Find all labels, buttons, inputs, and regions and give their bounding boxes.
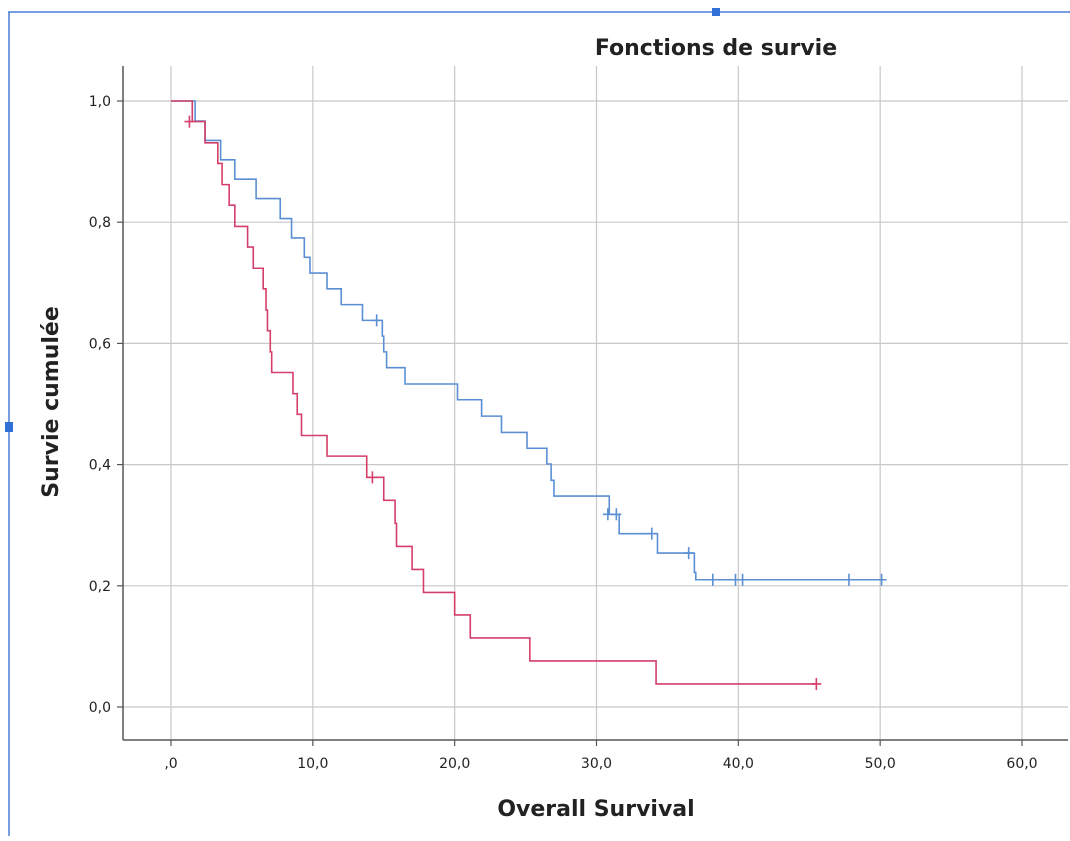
y-tick-label-2: 0,4: [89, 458, 111, 474]
series-0-censor-mark-1: [602, 508, 613, 521]
series-0-censor-mark-8: [843, 573, 854, 586]
series-0-censor-mark-7: [737, 573, 748, 586]
series-1-censor-mark-1: [367, 471, 378, 484]
y-axis-title: Survie cumulée: [39, 306, 64, 498]
x-tick-label-1: 10,0: [297, 756, 328, 772]
x-tick-label-3: 30,0: [581, 756, 612, 772]
series-lines: [171, 100, 887, 690]
frame-resize-handle-left[interactable]: [5, 422, 13, 432]
x-tick-label-2: 20,0: [439, 756, 470, 772]
series-1-censor-mark-0: [184, 115, 195, 128]
series-0-line: [171, 100, 884, 581]
series-1-censor-mark-2: [811, 677, 822, 690]
series-1-line: [171, 100, 817, 685]
chart-title: Fonctions de survie: [595, 36, 837, 61]
series-0-censor-mark-9: [876, 573, 887, 586]
series-0-censor-mark-3: [646, 527, 657, 540]
grid: [123, 66, 1068, 740]
x-tick-label-4: 40,0: [723, 756, 754, 772]
series-0-censor-mark-5: [707, 573, 718, 586]
x-axis-title: Overall Survival: [497, 797, 694, 822]
y-tick-label-5: 1,0: [89, 94, 111, 110]
y-tick-label-1: 0,2: [89, 579, 111, 595]
series-0-censor-mark-0: [371, 314, 382, 327]
series-0-censor-mark-2: [611, 508, 622, 521]
frame-resize-handle-top[interactable]: [712, 8, 720, 16]
x-tick-label-0: ,0: [164, 756, 177, 772]
axes: [117, 66, 1068, 746]
x-tick-label-5: 50,0: [865, 756, 896, 772]
y-tick-label-3: 0,6: [89, 336, 111, 352]
tick-labels: ,0 10,0 20,0 30,0 40,0 50,0 60,0 0,0 0,2 0,4 0,6 0,…: [89, 94, 1038, 772]
series-0-censor-mark-4: [683, 547, 694, 560]
y-tick-label-4: 0,8: [89, 215, 111, 231]
x-tick-label-6: 60,0: [1006, 756, 1037, 772]
y-tick-label-0: 0,0: [89, 700, 111, 716]
